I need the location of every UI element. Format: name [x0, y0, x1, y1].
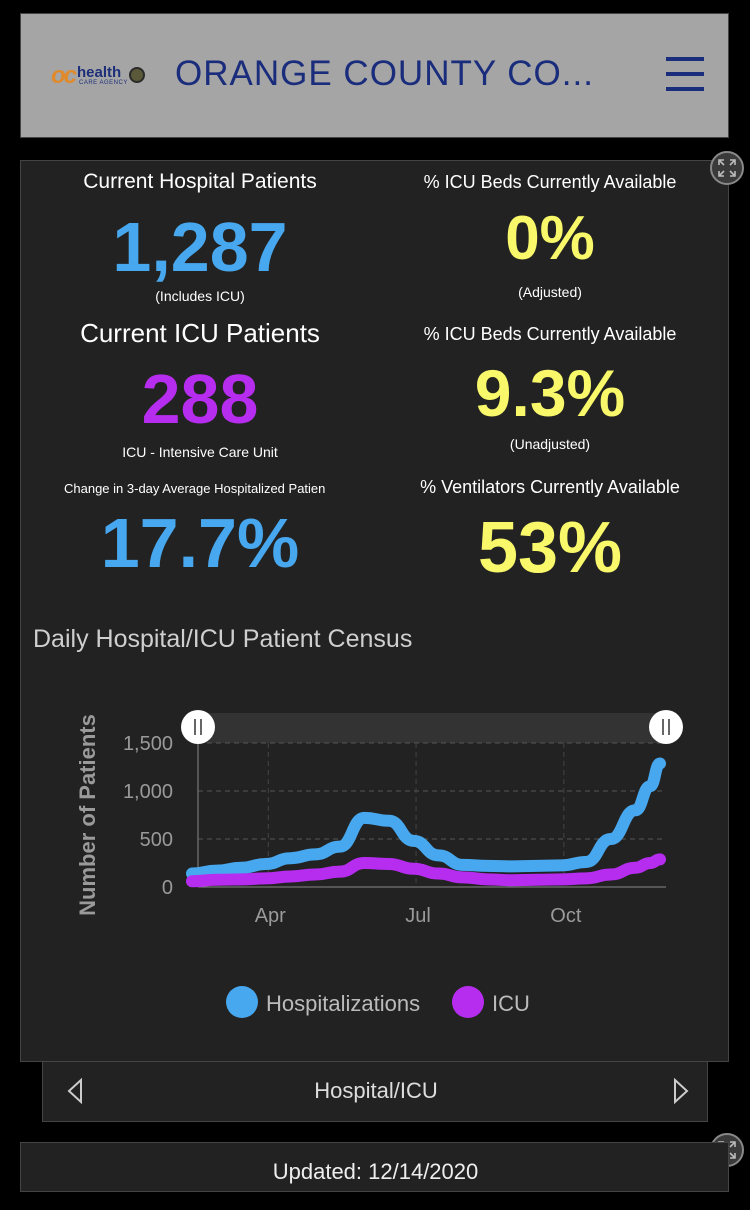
logo-health-text: health: [77, 64, 122, 81]
icu-patients-value: 288: [141, 364, 259, 434]
range-handle-right[interactable]: [649, 710, 683, 744]
updated-timestamp: Updated: 12/14/2020: [272, 1159, 479, 1184]
chart-title: Daily Hospital/ICU Patient Census: [33, 625, 413, 653]
next-arrow-icon[interactable]: [665, 1076, 695, 1106]
hospital-patients-label: Current Hospital Patients: [83, 170, 317, 193]
series-icu-line[interactable]: [186, 853, 666, 888]
x-tick-label: Jul: [405, 905, 431, 927]
app-header: oc health CARE AGENCY ORANGE COUNTY CO..…: [20, 13, 729, 138]
icu-beds-unadjusted-value: 9.3%: [474, 360, 626, 426]
legend-icu-label: ICU: [492, 991, 530, 1016]
ventilators-value: 53%: [477, 512, 623, 584]
county-seal-icon: [129, 67, 145, 83]
icu-beds-unadjusted-sub: (Unadjusted): [509, 436, 591, 452]
y-tick-label: 1,000: [123, 781, 173, 803]
legend-hosp-dot: [226, 986, 258, 1018]
logo-oc-mark: oc: [51, 62, 77, 89]
legend-icu[interactable]: ICU: [452, 986, 530, 1018]
icu-beds-adjusted-value: 0%: [505, 208, 595, 270]
x-tick-label: Oct: [550, 905, 582, 927]
ventilators-label: % Ventilators Currently Available: [420, 477, 680, 497]
legend-icu-dot: [452, 986, 484, 1018]
y-tick-label: 500: [140, 829, 173, 851]
icu-beds-adjusted-sub: (Adjusted): [518, 284, 582, 300]
icu-patients-sub: ICU - Intensive Care Unit: [122, 444, 278, 460]
x-tick-label: Apr: [255, 905, 286, 927]
oc-health-logo[interactable]: oc health CARE AGENCY: [51, 62, 151, 90]
hamburger-menu-icon[interactable]: [666, 57, 704, 91]
expand-panel-icon[interactable]: [710, 151, 744, 185]
legend-hospitalizations[interactable]: Hospitalizations: [226, 986, 420, 1018]
footer-bar: Updated: 12/14/2020: [20, 1142, 729, 1192]
census-chart[interactable]: 0 500 1,000 1,500 Apr Jul Oct Number of Patie…: [0, 0, 750, 1060]
hospital-patients-sub: (Includes ICU): [155, 288, 245, 304]
hospital-patients-value: 1,287: [112, 212, 288, 282]
y-tick-label: 0: [162, 877, 173, 899]
pager-label: Hospital/ICU: [314, 1078, 438, 1103]
legend-hosp-label: Hospitalizations: [266, 991, 420, 1016]
series-hospitalizations-line[interactable]: [186, 757, 666, 880]
dashboard-panel: [20, 160, 729, 1062]
y-tick-label: 1,500: [123, 733, 173, 755]
hospital-patients-card: Current Hospital Patients: [40, 170, 360, 194]
icu-patients-label: Current ICU Patients: [80, 318, 320, 348]
page-title: ORANGE COUNTY CO...: [175, 54, 594, 93]
chart-pager: Hospital/ICU: [42, 1062, 708, 1122]
change-3day-label: Change in 3-day Average Hospitalized Pat…: [64, 481, 326, 496]
y-axis-label: Number of Patients: [75, 714, 100, 916]
logo-agency-text: CARE AGENCY: [79, 80, 128, 86]
icu-beds-adjusted-label: % ICU Beds Currently Available: [423, 172, 677, 192]
range-selector-track[interactable]: [198, 713, 666, 743]
icu-patients-card: Current ICU Patients: [40, 318, 360, 349]
change-3day-value: 17.7%: [100, 508, 300, 578]
previous-arrow-icon[interactable]: [61, 1076, 91, 1106]
range-handle-left[interactable]: [181, 710, 215, 744]
icu-beds-unadjusted-label: % ICU Beds Currently Available: [423, 324, 677, 344]
